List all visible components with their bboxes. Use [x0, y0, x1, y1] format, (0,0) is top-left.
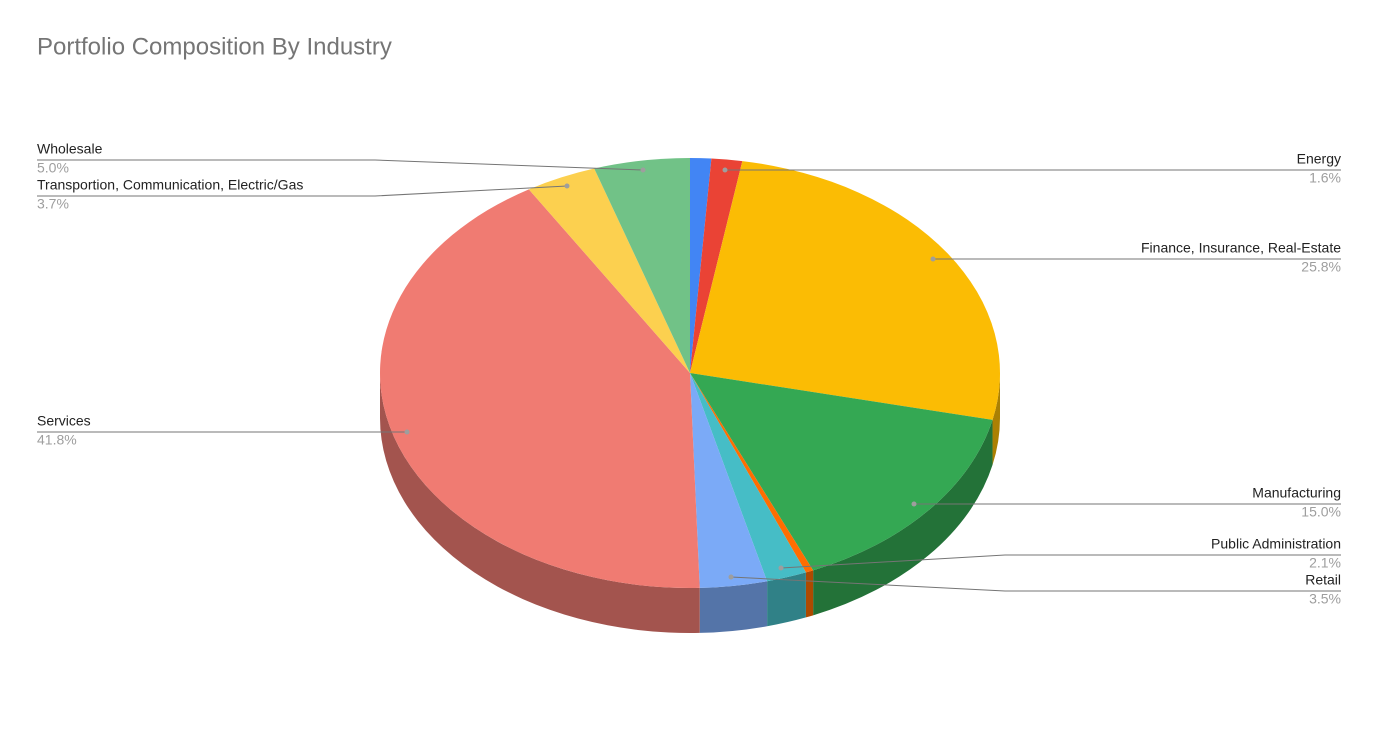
- slice-side: [992, 373, 1000, 465]
- leader-dot: [404, 429, 410, 435]
- leader-dot: [564, 183, 570, 189]
- slice-side: [380, 373, 700, 633]
- slice: [690, 158, 743, 373]
- leader-dot: [778, 565, 784, 571]
- value-label: 5.0%: [37, 160, 69, 176]
- value-label: 15.0%: [1301, 504, 1341, 520]
- pie-sides: [380, 373, 1000, 633]
- leader-line: [37, 185, 568, 197]
- slice: [594, 158, 690, 373]
- category-label: Finance, Insurance, Real-Estate: [1141, 240, 1341, 256]
- slice: [690, 373, 768, 588]
- value-label: 3.5%: [1309, 591, 1341, 607]
- leader-dot: [640, 167, 646, 173]
- slice-side: [813, 419, 993, 616]
- category-label: Public Administration: [1211, 536, 1341, 552]
- slice-side: [805, 570, 814, 618]
- value-label: 41.8%: [37, 432, 77, 448]
- slice: [528, 168, 690, 373]
- slice: [380, 189, 700, 588]
- category-label: Transportion, Communication, Electric/Ga…: [37, 177, 303, 193]
- leader-line: [730, 576, 1341, 592]
- category-label: Services: [37, 413, 91, 429]
- category-label: Wholesale: [37, 141, 103, 157]
- slice-side: [699, 581, 768, 633]
- slice-side: [767, 572, 806, 627]
- value-label: 1.6%: [1309, 170, 1341, 186]
- leader-dot: [911, 501, 917, 507]
- value-label: 2.1%: [1309, 555, 1341, 571]
- chart-title: Portfolio Composition By Industry: [37, 33, 392, 60]
- slice: [690, 161, 1000, 420]
- slice: [690, 158, 712, 373]
- pie-top: [380, 158, 1000, 588]
- leader-line: [780, 554, 1341, 569]
- category-label: Retail: [1305, 572, 1341, 588]
- category-label: Energy: [1297, 151, 1341, 167]
- category-label: Manufacturing: [1252, 485, 1341, 501]
- labels: Energy 1.6% Finance, Insurance, Real-Estat…: [37, 141, 1341, 607]
- leader-dot: [930, 256, 936, 262]
- slice: [690, 373, 806, 582]
- slice: [690, 373, 814, 573]
- leader-dot: [722, 167, 728, 173]
- leader-dot: [728, 574, 734, 580]
- value-label: 25.8%: [1301, 259, 1341, 275]
- value-label: 3.7%: [37, 196, 69, 212]
- slice: [690, 373, 993, 571]
- leader-line: [37, 159, 644, 171]
